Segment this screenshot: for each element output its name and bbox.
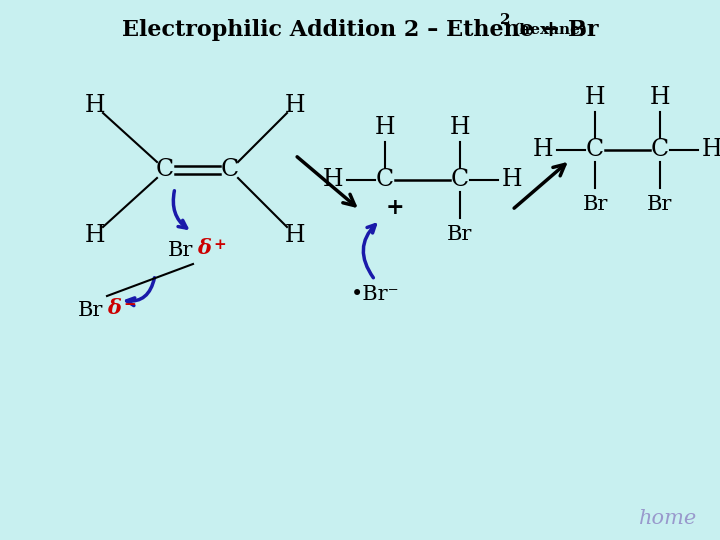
Text: C: C	[221, 159, 239, 181]
Text: H: H	[702, 138, 720, 161]
Text: Br: Br	[168, 240, 193, 260]
Text: (hexane): (hexane)	[513, 23, 588, 37]
Text: 2: 2	[500, 13, 510, 27]
Text: H: H	[323, 168, 343, 192]
Text: C: C	[156, 159, 174, 181]
Text: H: H	[284, 224, 305, 246]
Text: +: +	[213, 238, 226, 252]
Text: H: H	[85, 93, 105, 117]
Text: Br: Br	[78, 300, 103, 320]
Text: H: H	[284, 93, 305, 117]
Text: H: H	[85, 224, 105, 246]
Text: δ: δ	[197, 238, 211, 258]
Text: home: home	[639, 509, 697, 528]
FancyArrowPatch shape	[127, 278, 155, 306]
Text: −: −	[123, 298, 136, 312]
Text: Electrophilic Addition 2 – Ethene + Br: Electrophilic Addition 2 – Ethene + Br	[122, 19, 598, 41]
Text: H: H	[502, 168, 522, 192]
Text: Br: Br	[582, 195, 608, 214]
Text: +: +	[386, 197, 405, 219]
Text: •Br⁻: •Br⁻	[351, 286, 400, 305]
Text: C: C	[451, 168, 469, 192]
Text: C: C	[651, 138, 669, 161]
FancyArrowPatch shape	[174, 191, 186, 228]
Text: H: H	[450, 117, 470, 139]
FancyArrowPatch shape	[364, 225, 375, 278]
Text: Br: Br	[447, 226, 473, 245]
Text: δ: δ	[107, 298, 121, 318]
Text: C: C	[586, 138, 604, 161]
Text: H: H	[533, 138, 553, 161]
Text: H: H	[585, 86, 606, 110]
Text: C: C	[376, 168, 394, 192]
Text: H: H	[374, 117, 395, 139]
Text: H: H	[649, 86, 670, 110]
Text: Br: Br	[647, 195, 672, 214]
